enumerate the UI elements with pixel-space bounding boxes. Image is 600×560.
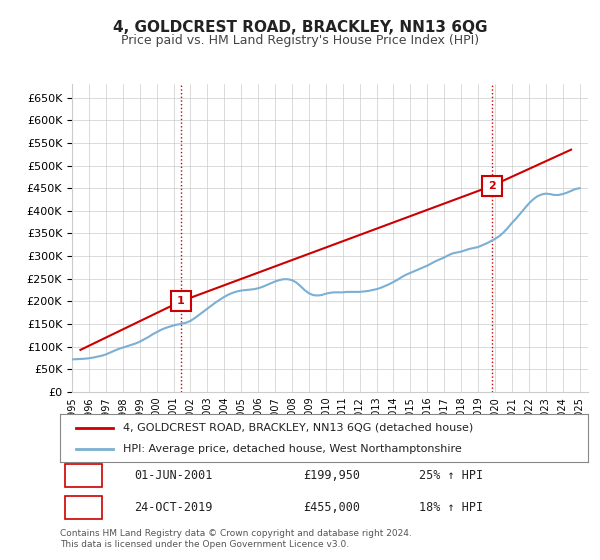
Text: £199,950: £199,950 [303, 469, 360, 482]
FancyBboxPatch shape [65, 464, 102, 487]
Text: 2: 2 [79, 501, 88, 514]
Text: Price paid vs. HM Land Registry's House Price Index (HPI): Price paid vs. HM Land Registry's House … [121, 34, 479, 46]
Text: 18% ↑ HPI: 18% ↑ HPI [419, 501, 483, 514]
Text: 01-JUN-2001: 01-JUN-2001 [134, 469, 212, 482]
Text: 1: 1 [79, 469, 88, 482]
Text: 24-OCT-2019: 24-OCT-2019 [134, 501, 212, 514]
Text: 4, GOLDCREST ROAD, BRACKLEY, NN13 6QG (detached house): 4, GOLDCREST ROAD, BRACKLEY, NN13 6QG (d… [124, 423, 473, 433]
Text: HPI: Average price, detached house, West Northamptonshire: HPI: Average price, detached house, West… [124, 444, 462, 454]
FancyBboxPatch shape [65, 497, 102, 519]
Text: Contains HM Land Registry data © Crown copyright and database right 2024.
This d: Contains HM Land Registry data © Crown c… [60, 529, 412, 549]
Text: 2: 2 [488, 181, 496, 191]
Text: £455,000: £455,000 [303, 501, 360, 514]
Text: 4, GOLDCREST ROAD, BRACKLEY, NN13 6QG: 4, GOLDCREST ROAD, BRACKLEY, NN13 6QG [113, 20, 487, 35]
Text: 25% ↑ HPI: 25% ↑ HPI [419, 469, 483, 482]
Text: 1: 1 [177, 296, 184, 306]
